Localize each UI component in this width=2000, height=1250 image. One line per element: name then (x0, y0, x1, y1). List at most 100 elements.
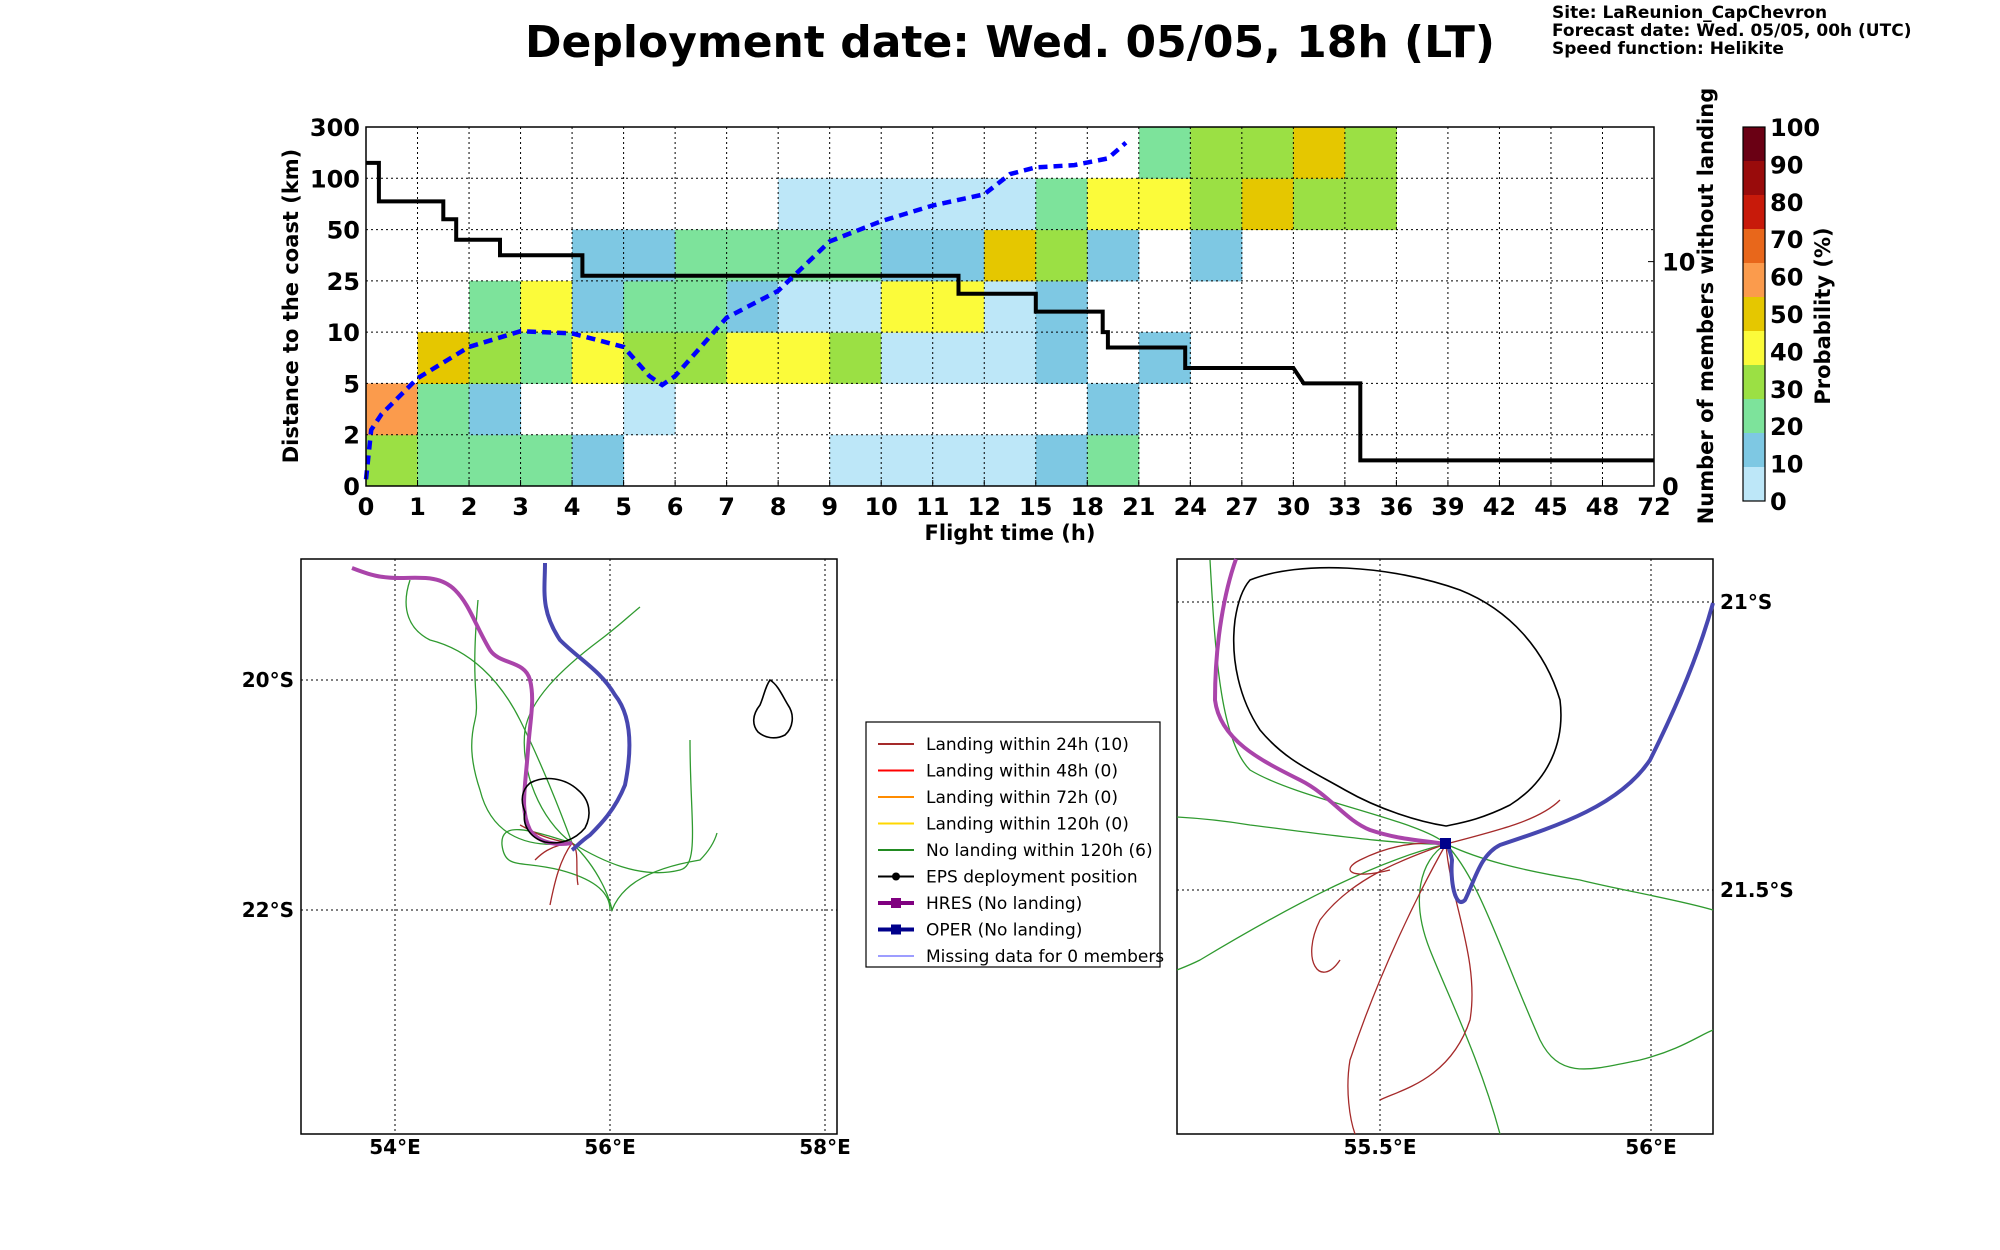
heatmap-cell (1087, 434, 1140, 487)
speed-function-label: Speed function: Helikite (1552, 39, 1784, 59)
heatmap-cell (1087, 229, 1140, 282)
colorbar-tick: 40 (1770, 338, 1803, 366)
legend-marker (891, 924, 901, 935)
map-left-x-tick: 54°E (369, 1135, 421, 1159)
heatmap-x-tick: 36 (1380, 493, 1413, 521)
heatmap-cell (520, 332, 573, 384)
heatmap-cell (417, 383, 470, 436)
colorbar-tick: 50 (1770, 301, 1803, 329)
oper-deployment-marker (1440, 838, 1451, 849)
heatmap-y2-tick: 0 (1662, 473, 1679, 501)
heatmap-x-tick: 4 (564, 493, 581, 521)
forecast-date-label: Forecast date: Wed. 05/05, 00h (UTC) (1552, 21, 1911, 41)
heatmap-x-tick: 0 (358, 493, 375, 521)
track-nolanding (523, 606, 641, 844)
legend-item-label: OPER (No landing) (926, 921, 1082, 941)
track-nolanding (571, 832, 718, 913)
heatmap-cell (829, 229, 882, 282)
figure-title: Deployment date: Wed. 05/05, 18h (LT) (525, 17, 1495, 68)
heatmap-x-tick: 30 (1277, 493, 1310, 521)
heatmap-x-ticks: 0 1 2 3 4 5 6 7 8 9 10 11 12 15 18 21 24 27 30 33 36 39 42 45 48… (358, 480, 1671, 521)
distance-to-coast-line (366, 160, 1654, 463)
heatmap-cell (417, 434, 470, 487)
colorbar-tick: 70 (1770, 226, 1803, 254)
heatmap-cell (1035, 434, 1088, 487)
legend-item-label: Landing within 120h (0) (926, 815, 1129, 835)
heatmap-series (363, 141, 1654, 480)
map-left-x-tick: 56°E (584, 1135, 636, 1159)
map-left-y-ticks: 20°S 22°S (242, 668, 294, 922)
heatmap-cell (932, 434, 985, 487)
map-right-y-tick: 21°S (1720, 590, 1772, 614)
colorbar-segment (1743, 195, 1765, 230)
heatmap-x-tick: 15 (1019, 493, 1052, 521)
heatmap-x-tick: 27 (1225, 493, 1258, 521)
heatmap-y2-ticks: 0 10 (1648, 249, 1695, 501)
heatmap-cell (829, 332, 882, 384)
heatmap-y-tick: 0 (343, 473, 360, 501)
heatmap-cell (726, 332, 779, 384)
colorbar-segment (1743, 433, 1765, 468)
legend-item-label: Landing within 72h (0) (926, 788, 1118, 808)
heatmap-cell (881, 434, 934, 487)
map-left-y-tick: 22°S (242, 898, 294, 922)
colorbar-segment (1743, 365, 1765, 400)
heatmap-cell (1087, 178, 1140, 231)
hres-track (1212, 558, 1447, 846)
track-nolanding (1209, 559, 1447, 845)
heatmap-cell (932, 229, 985, 282)
heatmap-x-tick: 1 (409, 493, 426, 521)
heatmap-y-tick: 10 (327, 319, 360, 347)
heatmap-cell (881, 332, 934, 384)
heatmap-y-tick: 2 (343, 422, 360, 450)
heatmap-cell (623, 383, 676, 436)
map-right-y-ticks: 21°S 21.5°S (1720, 590, 1794, 902)
hres-track (351, 566, 573, 846)
map-right-x-ticks: 55.5°E 56°E (1343, 1135, 1676, 1159)
heatmap-cell (984, 332, 1037, 384)
heatmap-x-tick: 72 (1637, 493, 1670, 521)
heatmap-cell (881, 280, 934, 333)
heatmap-cell (778, 332, 831, 384)
heatmap-cell (1293, 127, 1346, 179)
heatmap-cell (932, 332, 985, 384)
heatmap-cell (675, 280, 728, 333)
colorbar-tick: 10 (1770, 451, 1803, 479)
track-nolanding (1445, 843, 1714, 1070)
map-left-grid (301, 559, 837, 1134)
heatmap-cell (1035, 332, 1088, 384)
colorbar-segment (1743, 127, 1765, 162)
map-right-y-tick: 21.5°S (1720, 878, 1794, 902)
heatmap-x-tick: 21 (1122, 493, 1155, 521)
heatmap-cell (623, 280, 676, 333)
heatmap-cell (675, 229, 728, 282)
track-nolanding (471, 599, 573, 845)
track-nolanding (1418, 843, 1501, 1135)
heatmap-cell (726, 280, 779, 333)
track-landing24 (1445, 799, 1561, 845)
heatmap-x-tick: 24 (1174, 493, 1207, 521)
heatmap-cell (778, 229, 831, 282)
legend-item-label: EPS deployment position (926, 868, 1138, 888)
heatmap-cell (1035, 229, 1088, 282)
track-nolanding (1176, 843, 1447, 971)
map-left-x-ticks: 54°E 56°E 58°E (369, 1135, 851, 1159)
heatmap-cell (984, 178, 1037, 231)
heatmap-x-tick: 33 (1328, 493, 1361, 521)
heatmap-x-tick: 11 (916, 493, 949, 521)
colorbar-segment (1743, 161, 1765, 196)
track-landing24 (1347, 843, 1447, 1135)
track-nolanding (405, 579, 573, 844)
probability-heatmap (366, 127, 1397, 487)
map-left: 54°E 56°E 58°E 20°S 22°S (242, 558, 851, 1159)
heatmap-cell (984, 434, 1037, 487)
legend-frame (865, 721, 1161, 968)
legend-item-label: Landing within 24h (10) (926, 735, 1129, 755)
heatmap-cell (366, 434, 419, 487)
heatmap-cell (520, 434, 573, 487)
heatmap-frame (365, 126, 1655, 487)
colorbar-tick: 20 (1770, 413, 1803, 441)
legend-item-label: No landing within 120h (6) (926, 841, 1153, 861)
heatmap-x-tick: 9 (821, 493, 838, 521)
